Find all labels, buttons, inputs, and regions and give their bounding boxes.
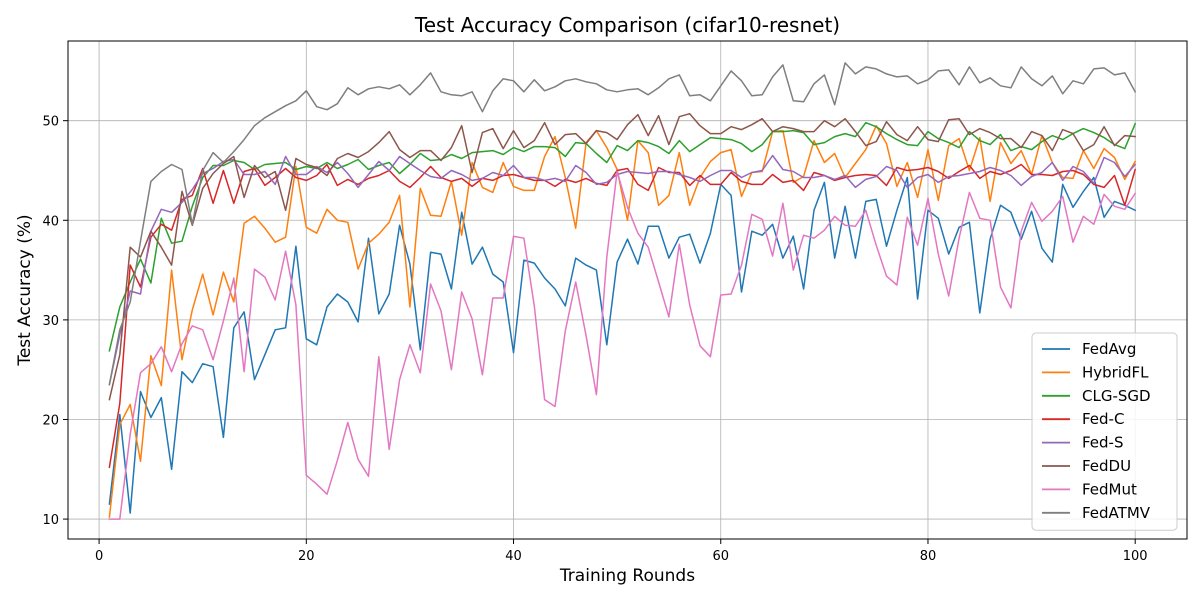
legend-label-fedatmv: FedATMV [1082,504,1151,522]
series-line-fed-s [108,154,1137,386]
x-tick-label: 80 [920,549,937,564]
x-tick-label: 0 [95,549,103,564]
legend-box [1031,332,1178,531]
legend-label-fed-c: Fed-C [1082,410,1124,428]
series-layer [108,62,1137,520]
legend: FedAvg HybridFL CLG-SGD Fed-C Fed-S FedDU FedM… [1031,332,1178,531]
legend-label-hybridfl: HybridFL [1082,363,1149,381]
legend-label-feddu: FedDU [1082,457,1131,475]
y-tick-label: 10 [42,513,59,528]
legend-label-fedmut: FedMut [1082,480,1137,498]
plot-frame [67,40,1188,540]
series-line-feddu [108,112,1137,401]
legend-label-fed-s: Fed-S [1082,434,1124,452]
series-line-fedatmv [108,62,1137,386]
chart-title: Test Accuracy Comparison (cifar10-resnet… [414,13,840,37]
x-axis-label: Training Rounds [559,566,695,586]
x-tick-label: 20 [298,549,315,564]
x-tick-label: 40 [505,549,522,564]
legend-label-fedavg: FedAvg [1082,340,1136,358]
y-tick-label: 30 [42,314,59,329]
series-line-fedavg [108,176,1137,514]
x-tick-label: 60 [712,549,729,564]
legend-label-clg-sgd: CLG-SGD [1082,387,1151,405]
y-tick-label: 40 [42,214,59,229]
y-tick-label: 50 [42,115,59,130]
y-axis-label: Test Accuracy (%) [15,214,35,366]
series-line-fedmut [108,170,1137,520]
y-tick-label: 20 [42,413,59,428]
series-line-hybridfl [108,124,1137,518]
x-tick-label: 100 [1123,549,1148,564]
series-line-fed-c [108,163,1137,469]
ticks: 0 20 40 60 80 100 10 20 30 40 50 [42,115,1147,564]
series-line-clg-sgd [108,121,1137,352]
